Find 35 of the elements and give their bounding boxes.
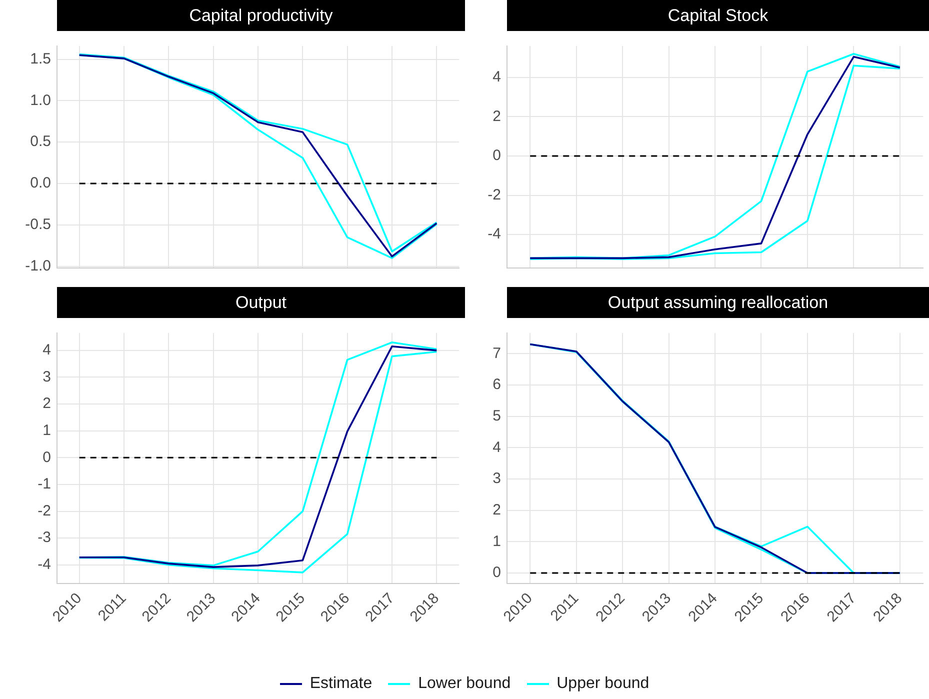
y-tick-label: 1 <box>492 532 501 550</box>
y-tick-label: 0.0 <box>30 174 51 192</box>
y-tick-label: 3 <box>492 470 501 488</box>
y-tick-label: -4 <box>38 556 51 574</box>
y-tick-label: -2 <box>488 186 501 204</box>
y-tick-label: -4 <box>488 226 501 243</box>
y-tick-label: 3 <box>42 368 51 386</box>
y-tick-label: -0.5 <box>25 216 51 234</box>
y-tick-label: 7 <box>492 344 501 362</box>
y-tick-label: 2 <box>492 108 501 125</box>
y-tick-label: -3 <box>38 529 51 546</box>
y-tick-label: 0.5 <box>30 133 51 150</box>
y-tick-label: 0 <box>492 564 501 582</box>
y-tick-label: 4 <box>492 68 501 86</box>
y-tick-label: 1.5 <box>30 50 51 68</box>
legend-label: Lower bound <box>418 675 511 693</box>
y-tick-label: -1 <box>38 476 51 493</box>
y-tick-label: 1.0 <box>30 92 51 109</box>
y-tick-label: 2 <box>42 395 51 412</box>
chart-title: Output <box>57 287 465 318</box>
y-tick-label: -2 <box>38 502 51 520</box>
y-tick-label: 0 <box>492 147 501 164</box>
y-tick-label: -1.0 <box>25 257 51 274</box>
y-tick-label: 6 <box>492 376 501 394</box>
y-tick-label: 4 <box>492 438 501 456</box>
y-tick-label: 1 <box>42 422 51 439</box>
y-tick-label: 5 <box>492 407 501 424</box>
y-tick-label: 0 <box>42 448 51 466</box>
legend-label: Upper bound <box>556 675 650 693</box>
chart-title: Output assuming reallocation <box>507 287 929 318</box>
y-tick-label: 4 <box>42 342 51 359</box>
chart-title: Capital productivity <box>57 0 465 31</box>
chart-title: Capital Stock <box>507 0 929 31</box>
y-tick-label: 2 <box>492 501 501 518</box>
legend-label: Estimate <box>310 675 372 693</box>
